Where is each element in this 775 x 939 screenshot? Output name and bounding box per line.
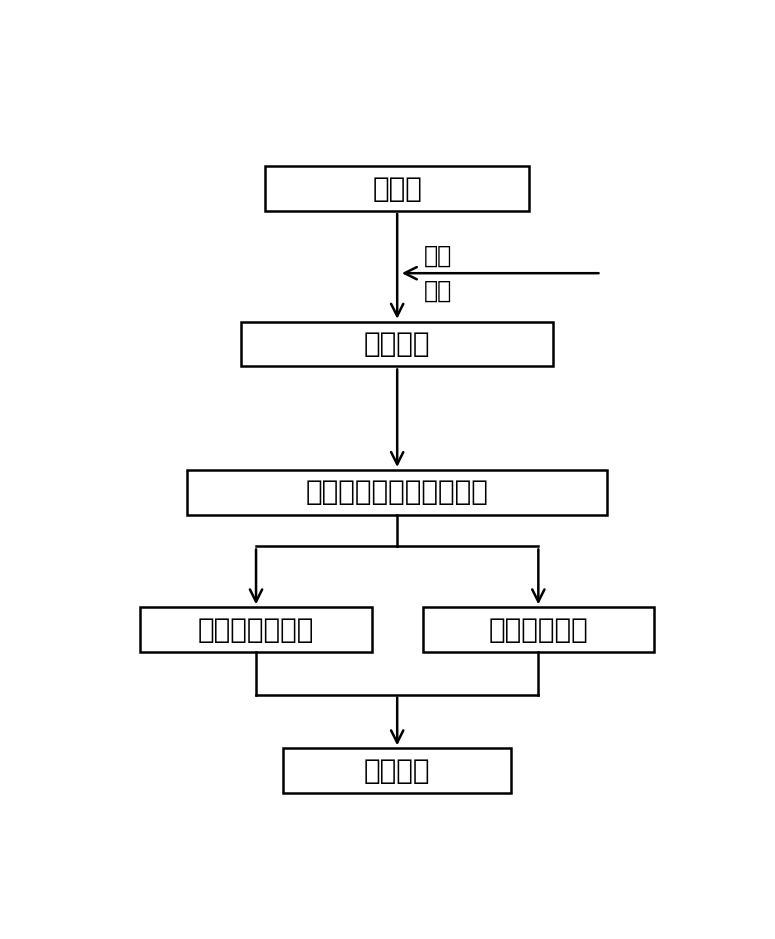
Text: 点头频率的判断: 点头频率的判断 bbox=[198, 616, 314, 643]
FancyBboxPatch shape bbox=[187, 470, 608, 515]
FancyBboxPatch shape bbox=[283, 748, 512, 793]
Text: 图像: 图像 bbox=[424, 243, 453, 268]
Text: 摄像头: 摄像头 bbox=[372, 175, 422, 203]
FancyBboxPatch shape bbox=[422, 608, 654, 652]
Text: 人脸检测: 人脸检测 bbox=[364, 330, 430, 358]
FancyBboxPatch shape bbox=[241, 322, 553, 366]
FancyBboxPatch shape bbox=[265, 166, 529, 211]
Text: 数据: 数据 bbox=[424, 279, 453, 303]
Text: 危险预警: 危险预警 bbox=[364, 757, 430, 785]
Text: 异常姿态占比: 异常姿态占比 bbox=[488, 616, 588, 643]
FancyBboxPatch shape bbox=[140, 608, 372, 652]
Text: 头部姿态的疲劳特征提取: 头部姿态的疲劳特征提取 bbox=[306, 478, 488, 506]
